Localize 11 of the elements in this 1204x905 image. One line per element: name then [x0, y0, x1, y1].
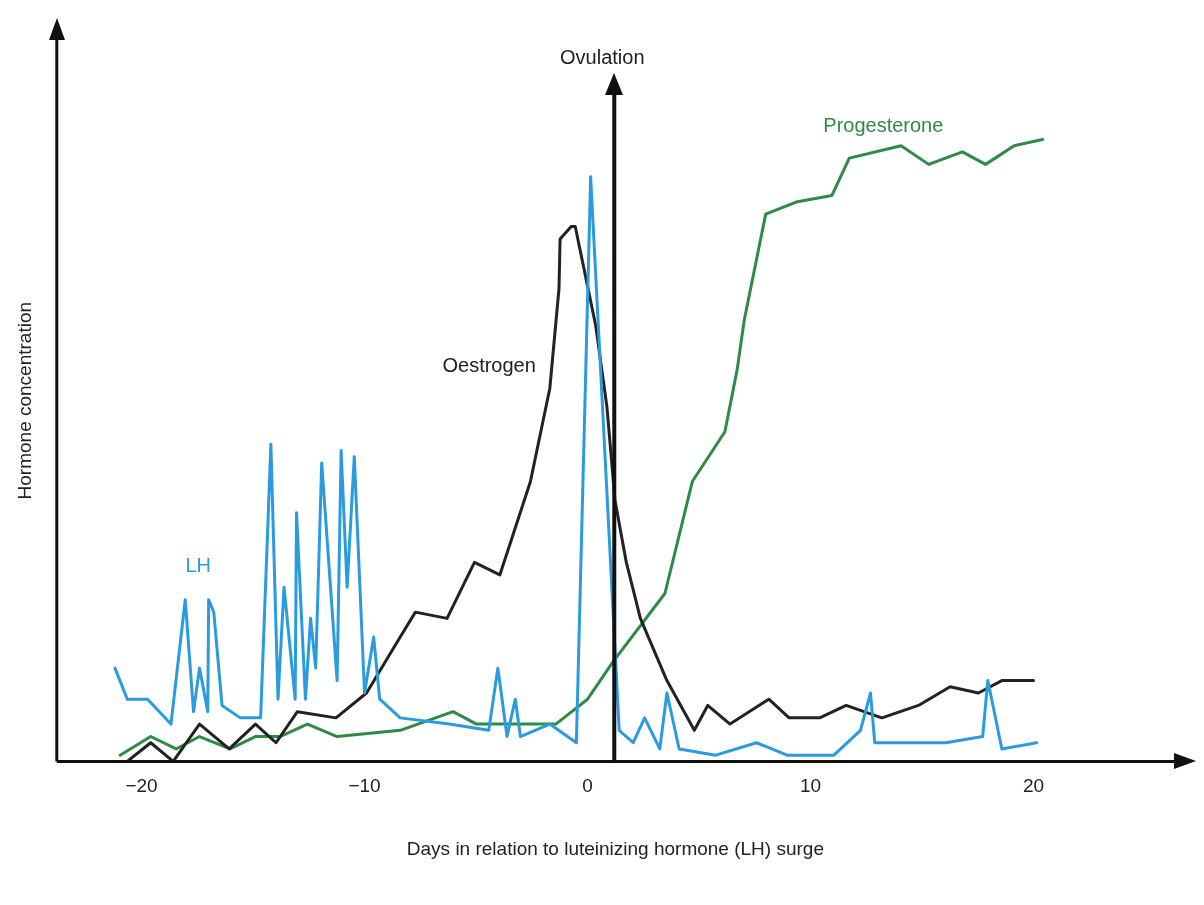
series-label: Progesterone [823, 113, 944, 136]
ref-line-label: Ovulation [560, 45, 645, 68]
y-axis-title: Hormone concentration [13, 301, 35, 500]
x-tick-label: 0 [582, 775, 593, 797]
x-axis-title: Days in relation to luteinizing hormone (LH) surge [406, 837, 824, 859]
x-tick-label: 20 [1022, 775, 1045, 797]
x-tick-label: −20 [125, 775, 158, 797]
series-label: Oestrogen [442, 353, 536, 376]
series-label: LH [185, 554, 212, 577]
x-tick-label: 10 [799, 775, 822, 797]
x-tick-label: −10 [348, 775, 381, 797]
